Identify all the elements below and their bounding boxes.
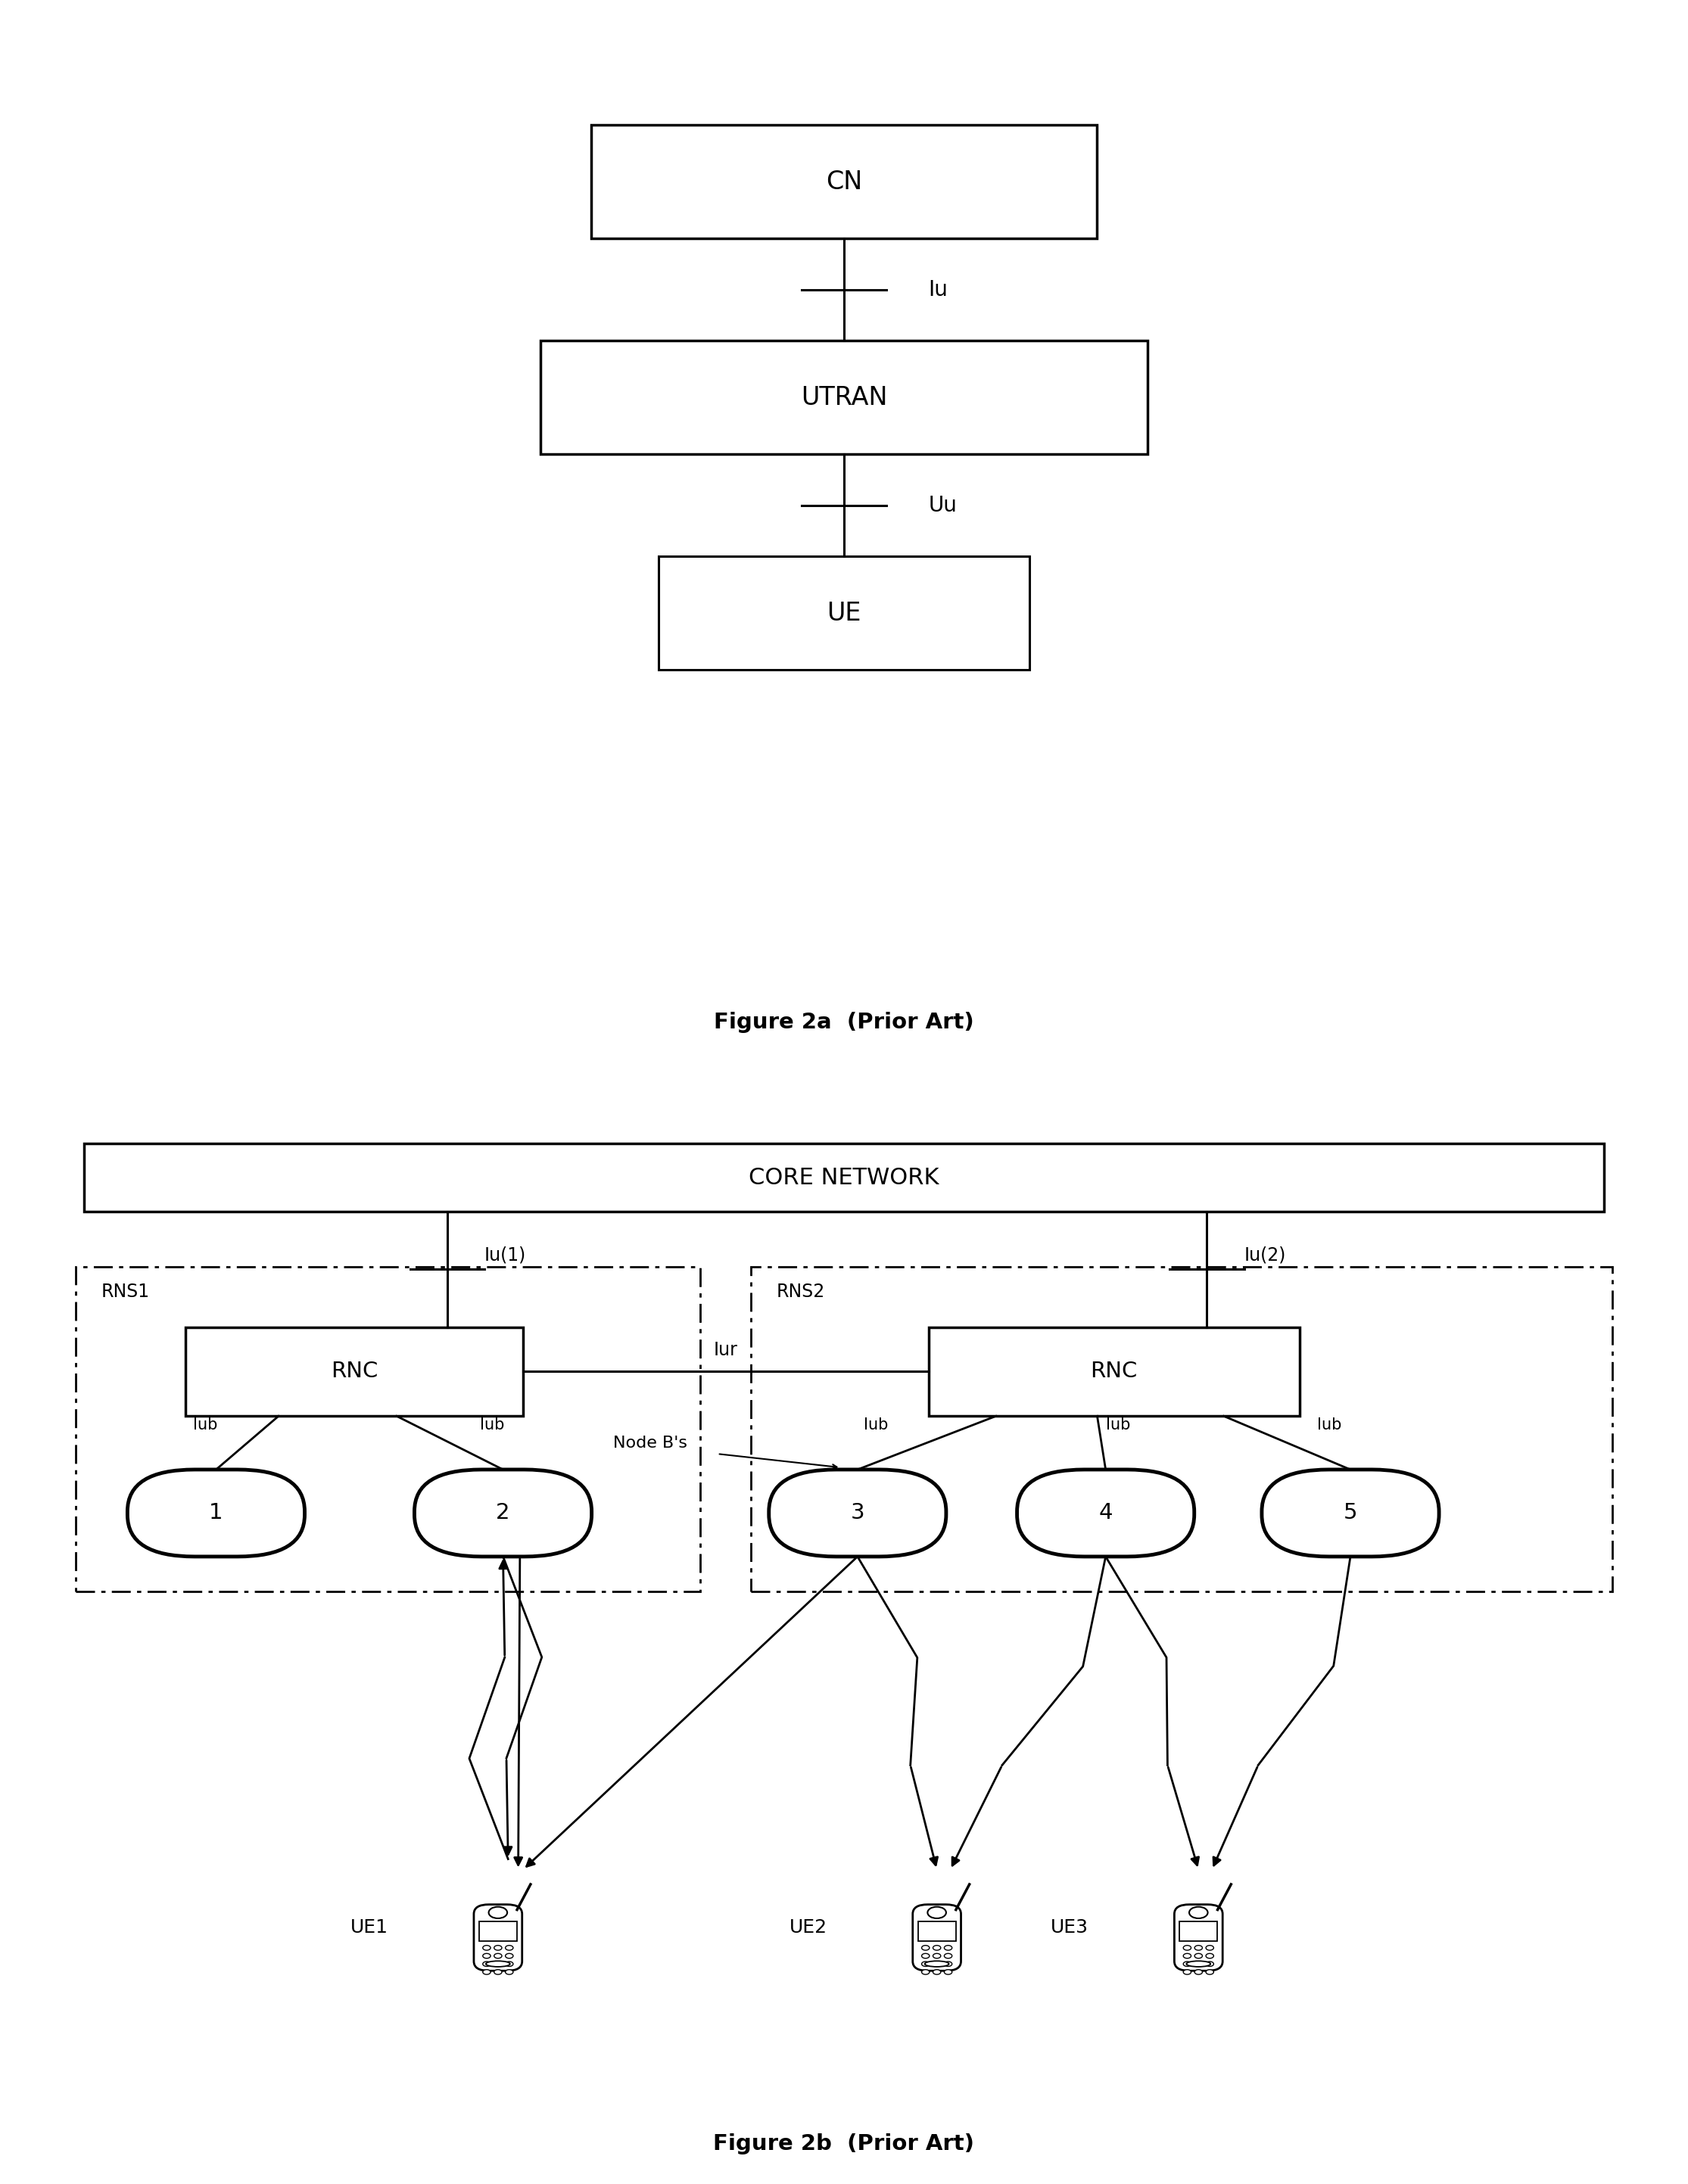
FancyBboxPatch shape	[474, 1904, 522, 1970]
Text: Figure 2a  (Prior Art): Figure 2a (Prior Art)	[714, 1011, 974, 1033]
Text: RNS2: RNS2	[776, 1282, 825, 1302]
Text: UE: UE	[827, 601, 861, 627]
Text: Iub: Iub	[1106, 1417, 1131, 1433]
FancyBboxPatch shape	[540, 341, 1148, 454]
Circle shape	[505, 1952, 513, 1959]
Text: Uu: Uu	[928, 496, 957, 515]
Text: Iub: Iub	[192, 1417, 218, 1433]
Text: UE1: UE1	[351, 1918, 388, 1937]
Ellipse shape	[925, 1961, 949, 1968]
Circle shape	[1188, 1907, 1209, 1918]
Text: 4: 4	[1099, 1503, 1112, 1524]
FancyBboxPatch shape	[415, 1470, 591, 1557]
Circle shape	[490, 1907, 506, 1918]
Circle shape	[483, 1970, 491, 1974]
Circle shape	[1205, 1961, 1214, 1966]
Text: Figure 2b  (Prior Art): Figure 2b (Prior Art)	[714, 2134, 974, 2156]
Text: RNC: RNC	[331, 1361, 378, 1382]
Circle shape	[505, 1961, 513, 1966]
Circle shape	[1183, 1952, 1192, 1959]
Text: UE3: UE3	[1052, 1918, 1089, 1937]
FancyBboxPatch shape	[1016, 1470, 1195, 1557]
Text: Iur: Iur	[714, 1341, 738, 1358]
FancyBboxPatch shape	[479, 1922, 517, 1942]
Circle shape	[1183, 1946, 1192, 1950]
Circle shape	[944, 1970, 952, 1974]
FancyBboxPatch shape	[591, 124, 1097, 238]
Text: 5: 5	[1344, 1503, 1357, 1524]
Circle shape	[944, 1961, 952, 1966]
Text: CN: CN	[825, 168, 863, 194]
Text: CORE NETWORK: CORE NETWORK	[749, 1166, 939, 1188]
Text: 1: 1	[209, 1503, 223, 1524]
Circle shape	[944, 1952, 952, 1959]
Circle shape	[1195, 1952, 1202, 1959]
FancyBboxPatch shape	[918, 1922, 955, 1942]
Text: Iu(2): Iu(2)	[1244, 1245, 1286, 1265]
Circle shape	[922, 1961, 930, 1966]
Text: Iub: Iub	[479, 1417, 505, 1433]
Circle shape	[1205, 1970, 1214, 1974]
FancyBboxPatch shape	[913, 1904, 960, 1970]
Circle shape	[495, 1961, 501, 1966]
FancyBboxPatch shape	[1175, 1904, 1222, 1970]
Ellipse shape	[1187, 1961, 1210, 1968]
Circle shape	[1183, 1961, 1192, 1966]
Text: RNS1: RNS1	[101, 1282, 150, 1302]
Circle shape	[505, 1946, 513, 1950]
Text: 2: 2	[496, 1503, 510, 1524]
FancyBboxPatch shape	[770, 1470, 945, 1557]
Text: Iu(1): Iu(1)	[484, 1245, 527, 1265]
FancyBboxPatch shape	[128, 1470, 304, 1557]
FancyBboxPatch shape	[928, 1328, 1300, 1415]
Circle shape	[1195, 1946, 1202, 1950]
Text: RNC: RNC	[1090, 1361, 1138, 1382]
Circle shape	[933, 1970, 940, 1974]
FancyBboxPatch shape	[84, 1144, 1604, 1212]
Circle shape	[1183, 1970, 1192, 1974]
Ellipse shape	[486, 1961, 510, 1968]
Circle shape	[933, 1952, 940, 1959]
Circle shape	[1205, 1952, 1214, 1959]
Circle shape	[495, 1946, 501, 1950]
FancyBboxPatch shape	[658, 557, 1030, 670]
Circle shape	[483, 1946, 491, 1950]
Circle shape	[495, 1952, 501, 1959]
Text: Node B's: Node B's	[613, 1435, 687, 1450]
Text: UE2: UE2	[790, 1918, 827, 1937]
Circle shape	[922, 1946, 930, 1950]
Text: Iub: Iub	[1317, 1417, 1342, 1433]
Circle shape	[1195, 1970, 1202, 1974]
Circle shape	[483, 1952, 491, 1959]
Circle shape	[1205, 1946, 1214, 1950]
Circle shape	[933, 1961, 940, 1966]
Circle shape	[505, 1970, 513, 1974]
Text: Iu: Iu	[928, 280, 949, 299]
Circle shape	[928, 1907, 947, 1918]
Circle shape	[922, 1970, 930, 1974]
Text: UTRAN: UTRAN	[800, 384, 888, 411]
FancyBboxPatch shape	[186, 1328, 523, 1415]
Circle shape	[922, 1952, 930, 1959]
Circle shape	[1195, 1961, 1202, 1966]
Circle shape	[483, 1961, 491, 1966]
Text: 3: 3	[851, 1503, 864, 1524]
FancyBboxPatch shape	[1263, 1470, 1438, 1557]
Circle shape	[495, 1970, 501, 1974]
Circle shape	[933, 1946, 940, 1950]
Text: Iub: Iub	[864, 1417, 888, 1433]
FancyBboxPatch shape	[1180, 1922, 1217, 1942]
Circle shape	[944, 1946, 952, 1950]
